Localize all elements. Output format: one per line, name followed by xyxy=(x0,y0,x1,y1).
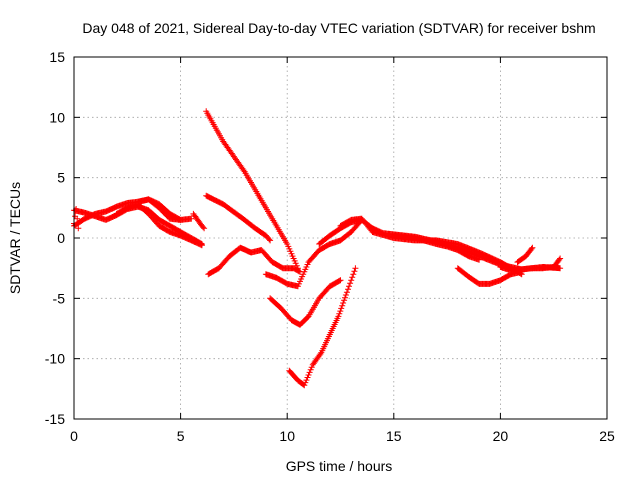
x-tick-label: 0 xyxy=(70,428,78,444)
series-trace-8 xyxy=(205,244,303,278)
y-tick-label: -10 xyxy=(45,351,65,367)
series-trace-9 xyxy=(262,216,365,290)
series-trace-14 xyxy=(390,232,483,263)
y-tick-label: 15 xyxy=(49,49,65,65)
x-axis-label: GPS time / hours xyxy=(286,458,393,474)
data-marker-trace xyxy=(262,216,365,290)
series-trace-6 xyxy=(203,108,301,272)
data-marker-trace xyxy=(203,192,274,244)
series-trace-17 xyxy=(514,244,536,266)
x-tick-label: 10 xyxy=(279,428,295,444)
y-axis-label: SDTVAR / TECUs xyxy=(7,182,23,294)
series-trace-13 xyxy=(337,215,525,278)
data-marker-trace xyxy=(267,277,344,328)
x-tick-label: 15 xyxy=(386,428,402,444)
y-tick-label: 10 xyxy=(49,109,65,125)
data-marker-trace xyxy=(497,255,564,274)
x-tick-label: 5 xyxy=(177,428,185,444)
data-marker-trace xyxy=(205,244,303,278)
axes xyxy=(73,56,608,420)
data-marker-trace xyxy=(203,108,301,272)
tick-labels: 0 5 10 15 20 25 -15 -10 -5 0 5 10 15 xyxy=(45,49,615,444)
data-marker-trace xyxy=(286,265,359,389)
y-tick-label: 5 xyxy=(57,170,65,186)
y-tick-label: 0 xyxy=(57,230,65,246)
x-tick-label: 25 xyxy=(599,428,615,444)
series-trace-11 xyxy=(286,265,359,389)
chart-title: Day 048 of 2021, Sidereal Day-to-day VTE… xyxy=(82,20,595,36)
data-points xyxy=(71,108,564,389)
series-trace-16 xyxy=(497,255,564,274)
series-trace-5 xyxy=(190,210,208,232)
x-tick-label: 20 xyxy=(493,428,509,444)
data-marker-trace xyxy=(113,201,205,249)
series-trace-15 xyxy=(454,265,525,287)
series-trace-7 xyxy=(203,192,274,244)
data-marker-trace xyxy=(454,265,525,287)
data-marker-trace xyxy=(514,244,536,266)
series-trace-4 xyxy=(113,201,205,249)
data-marker-trace xyxy=(190,210,208,232)
y-tick-label: -15 xyxy=(45,411,65,427)
series-trace-10 xyxy=(267,277,344,328)
y-tick-label: -5 xyxy=(53,290,66,306)
data-marker-trace xyxy=(337,215,525,278)
data-marker-trace xyxy=(390,232,483,263)
